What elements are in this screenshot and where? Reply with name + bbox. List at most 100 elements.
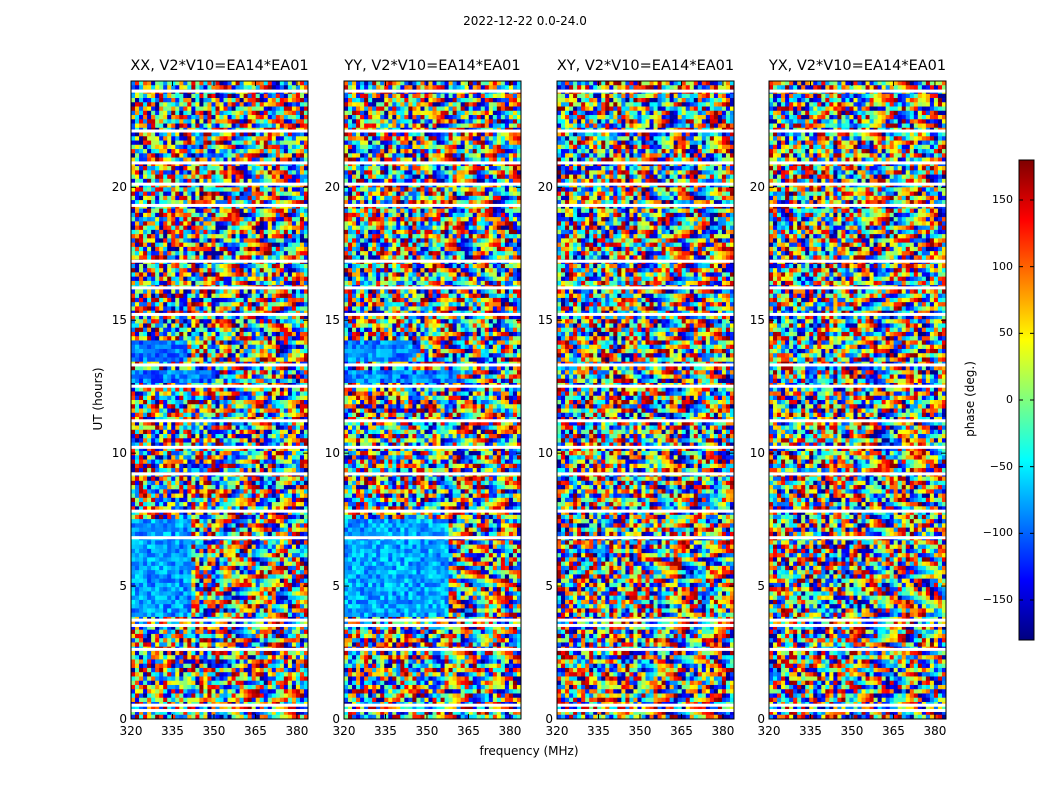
heatmap-cell [191, 446, 196, 452]
heatmap-cell [187, 531, 192, 537]
heatmap-cell [239, 451, 245, 456]
heatmap-cell [295, 357, 301, 363]
heatmap-cell [155, 297, 160, 303]
heatmap-cell [167, 106, 172, 112]
heatmap-cell [279, 144, 285, 150]
heatmap-cell [135, 221, 140, 227]
heatmap-cell [271, 85, 277, 90]
heatmap-cell [171, 421, 176, 426]
heatmap-cell [287, 93, 293, 99]
heatmap-cell [191, 502, 196, 507]
heatmap-cell [183, 297, 188, 303]
heatmap-cell [287, 106, 293, 112]
heatmap-cell [259, 425, 265, 431]
heatmap-cell [243, 195, 249, 201]
heatmap-cell [135, 174, 140, 180]
heatmap-cell [247, 251, 253, 256]
heatmap-cell [219, 132, 224, 137]
heatmap-cell [279, 502, 285, 507]
heatmap-cell [183, 348, 188, 354]
heatmap-cell [303, 110, 308, 116]
heatmap-cell [179, 370, 184, 375]
heatmap-cell [187, 242, 192, 248]
heatmap-cell [163, 425, 168, 431]
heatmap-cell [151, 463, 156, 469]
heatmap-cell [255, 400, 261, 405]
heatmap-cell [151, 561, 156, 567]
heatmap-cell [211, 502, 216, 507]
heatmap-cell [215, 306, 220, 312]
heatmap-cell [267, 123, 273, 129]
heatmap-cell [171, 106, 176, 112]
heatmap-cell [183, 485, 188, 490]
heatmap-cell [219, 272, 224, 278]
heatmap-cell [275, 255, 281, 261]
heatmap-cell [151, 157, 156, 163]
heatmap-cell [295, 187, 301, 192]
heatmap-cell [239, 502, 245, 507]
heatmap-cell [243, 544, 249, 550]
heatmap-cell [247, 208, 253, 214]
heatmap-cell [239, 455, 245, 460]
heatmap-cell [163, 523, 168, 528]
heatmap-cell [223, 119, 228, 124]
heatmap-cell [231, 404, 236, 409]
heatmap-cell [303, 391, 308, 397]
heatmap-cell [251, 553, 257, 558]
heatmap-cell [159, 510, 164, 516]
heatmap-cell [247, 485, 253, 490]
heatmap-cell [259, 234, 265, 239]
heatmap-cell [211, 212, 216, 218]
heatmap-cell [235, 446, 241, 452]
heatmap-cell [255, 540, 261, 546]
heatmap-cell [171, 438, 176, 443]
heatmap-cell [143, 102, 148, 107]
heatmap-cell [227, 136, 232, 141]
heatmap-cell [151, 557, 156, 563]
heatmap-cell [235, 263, 241, 269]
heatmap-cell [211, 408, 216, 414]
heatmap-cell [179, 272, 184, 278]
heatmap-cell [179, 434, 184, 439]
heatmap-cell [255, 378, 261, 384]
heatmap-cell [243, 557, 249, 563]
heatmap-cell [151, 144, 156, 150]
heatmap-cell [207, 489, 212, 494]
heatmap-cell [227, 217, 232, 222]
heatmap-cell [227, 81, 232, 86]
heatmap-cell [215, 374, 220, 380]
heatmap-cell [143, 548, 148, 554]
heatmap-cell [271, 255, 277, 261]
heatmap-cell [251, 110, 257, 116]
heatmap-cell [251, 289, 257, 295]
heatmap-cell [139, 229, 144, 235]
heatmap-cell [291, 553, 297, 558]
heatmap-cell [199, 102, 204, 107]
heatmap-cell [183, 263, 188, 269]
heatmap-cell [283, 408, 289, 414]
heatmap-cell [295, 132, 301, 137]
heatmap-cell [191, 340, 196, 346]
heatmap-cell [175, 314, 180, 320]
heatmap-cell [175, 136, 180, 141]
heatmap-cell [235, 327, 241, 333]
heatmap-cell [287, 421, 293, 426]
heatmap-cell [151, 110, 156, 116]
heatmap-cell [135, 195, 140, 201]
heatmap-cell [155, 140, 160, 146]
heatmap-cell [259, 446, 265, 452]
heatmap-cell [219, 365, 224, 371]
heatmap-cell [155, 336, 160, 341]
heatmap-cell [295, 387, 301, 392]
heatmap-cell [219, 506, 224, 511]
heatmap-cell [147, 174, 152, 180]
heatmap-cell [235, 412, 241, 418]
heatmap-cell [203, 391, 208, 397]
heatmap-cell [159, 527, 164, 533]
heatmap-cell [187, 365, 192, 371]
heatmap-cell [279, 540, 285, 546]
heatmap-cell [291, 544, 297, 550]
heatmap-cell [283, 485, 289, 490]
heatmap-cell [155, 212, 160, 218]
